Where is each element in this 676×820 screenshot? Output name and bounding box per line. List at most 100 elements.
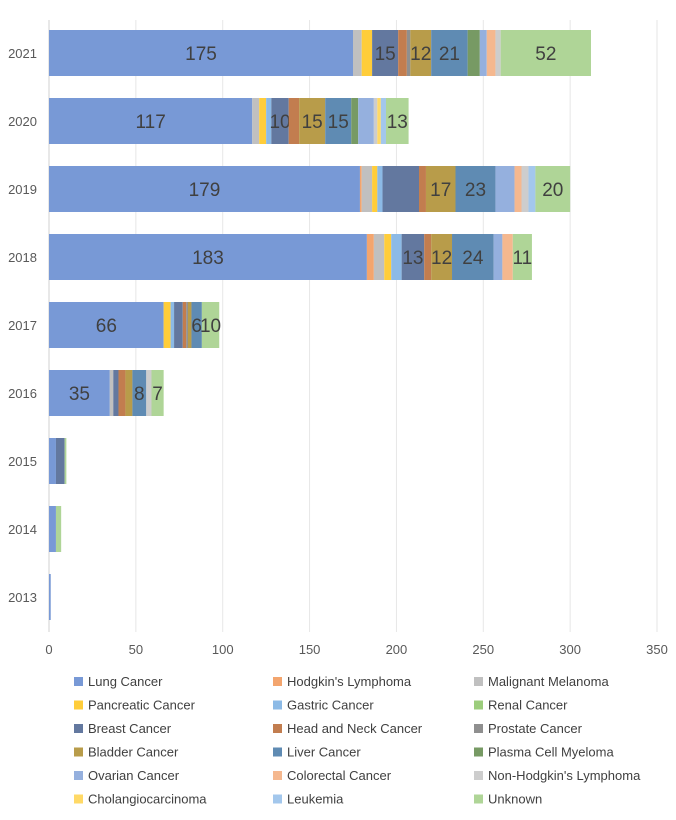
bar-segment (384, 234, 392, 280)
bar-segment (425, 166, 456, 212)
data-label: 23 (465, 180, 486, 201)
bar-segment (55, 506, 62, 552)
bar-segment (366, 234, 374, 280)
legend-swatch (474, 794, 483, 804)
legend-label: Unknown (488, 792, 542, 807)
bar-segment (377, 98, 381, 144)
legend-swatch (273, 700, 282, 710)
bar-segment (132, 370, 147, 416)
data-label: 15 (302, 112, 323, 133)
bar-segment (359, 166, 362, 212)
bar-segment (361, 166, 373, 212)
bar-segment (64, 438, 67, 484)
x-tick-label: 300 (559, 642, 581, 657)
y-tick-label: 2021 (8, 46, 37, 61)
data-label: 15 (328, 112, 349, 133)
data-label: 10 (200, 316, 221, 337)
legend-swatch (74, 794, 83, 804)
legend-swatch (273, 677, 282, 686)
bar-segment (49, 302, 164, 348)
bar-segment (452, 234, 494, 280)
legend-label: Liver Cancer (287, 745, 361, 760)
bar-segment (358, 98, 374, 144)
legend-label: Breast Cancer (88, 721, 172, 736)
bar-segment (146, 370, 152, 416)
bar-segment (431, 30, 468, 76)
bar-segment (479, 30, 487, 76)
legend-swatch (474, 747, 483, 757)
x-tick-label: 350 (646, 642, 668, 657)
bar-segment (514, 166, 522, 212)
data-label: 15 (375, 44, 396, 65)
legend-label: Plasma Cell Myeloma (488, 745, 614, 760)
bar-segment (502, 234, 513, 280)
bar-segment (493, 234, 503, 280)
bar-segment (271, 98, 289, 144)
data-label: 7 (152, 384, 163, 405)
bar-segment (125, 370, 133, 416)
bar-segment (49, 98, 253, 144)
y-tick-label: 2019 (8, 182, 37, 197)
legend-label: Renal Cancer (488, 698, 568, 713)
y-tick-label: 2020 (8, 114, 37, 129)
bar-segment (49, 234, 367, 280)
data-label: 17 (430, 180, 451, 201)
data-label: 11 (513, 248, 533, 269)
legend-label: Bladder Cancer (88, 745, 179, 760)
data-label: 12 (410, 44, 431, 65)
legend-swatch (474, 771, 483, 780)
y-tick-label: 2016 (8, 386, 37, 401)
bar-segment (495, 166, 515, 212)
data-label: 24 (462, 248, 484, 269)
legend-label: Gastric Cancer (287, 698, 374, 713)
legend-label: Head and Neck Cancer (287, 721, 423, 736)
legend-label: Hodgkin's Lymphoma (287, 674, 412, 689)
legend-swatch (273, 724, 282, 733)
bar-segment (182, 302, 187, 348)
data-label: 10 (269, 112, 290, 133)
bar-segment (535, 166, 571, 212)
legend-label: Malignant Melanoma (488, 674, 609, 689)
legend-label: Leukemia (287, 792, 344, 807)
bar-segment (266, 98, 272, 144)
bar-segment (174, 302, 183, 348)
bar-segment (191, 302, 202, 348)
bar-segment (252, 98, 260, 144)
bar-segment (163, 302, 171, 348)
bar-segment (49, 506, 56, 552)
data-label: 13 (387, 112, 408, 133)
bar-segment (419, 166, 426, 212)
bar-segment (118, 370, 126, 416)
data-label: 117 (135, 112, 165, 133)
legend-label: Pancreatic Cancer (88, 698, 196, 713)
bar-segment (398, 30, 407, 76)
bar-segment (512, 234, 532, 280)
legend-swatch (273, 771, 282, 780)
bar-segment (500, 30, 591, 76)
legend-label: Ovarian Cancer (88, 768, 180, 783)
bar-segment (187, 302, 192, 348)
bar-segment (373, 98, 378, 144)
legend-label: Non-Hodgkin's Lymphoma (488, 768, 641, 783)
y-tick-label: 2014 (8, 522, 37, 537)
data-label: 6 (191, 316, 202, 337)
x-tick-label: 100 (212, 642, 234, 657)
bar-segment (382, 166, 420, 212)
bar-segment (528, 166, 536, 212)
bar-segment (401, 234, 425, 280)
bar-segment (49, 370, 110, 416)
data-label: 20 (542, 180, 563, 201)
bar-segment (372, 166, 378, 212)
x-tick-label: 250 (472, 642, 494, 657)
bar-segment (49, 438, 56, 484)
bar-segment (325, 98, 352, 144)
data-label: 66 (96, 316, 117, 337)
bar-segment (288, 98, 300, 144)
x-tick-label: 200 (386, 642, 408, 657)
legend-label: Colorectal Cancer (287, 768, 392, 783)
data-label: 52 (535, 44, 556, 65)
bar-segment (109, 370, 114, 416)
bar-segment (380, 98, 387, 144)
legend-label: Prostate Cancer (488, 721, 583, 736)
